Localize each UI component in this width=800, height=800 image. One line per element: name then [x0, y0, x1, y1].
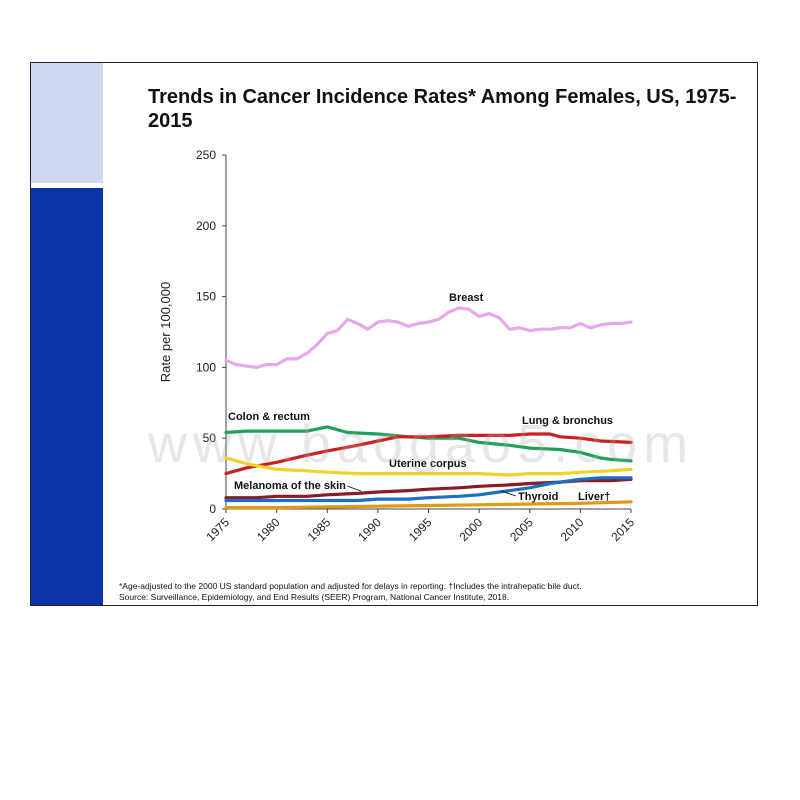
chart-footnote: *Age-adjusted to the 2000 US standard po… — [119, 581, 749, 603]
series-label-breast: Breast — [449, 292, 484, 304]
slide: Trends in Cancer Incidence Rates* Among … — [30, 62, 758, 606]
series-line-thyroid — [224, 476, 633, 503]
chart-series-labels: Breast Colon & rectum Lung & bronchus Uteri… — [228, 292, 613, 503]
melanoma-leader-line — [346, 485, 362, 492]
series-label-melanoma: Melanoma of the skin — [234, 480, 346, 492]
source-line: Source: Surveillance, Epidemiology, and … — [119, 592, 510, 602]
x-tick-label: 1995 — [406, 515, 435, 544]
x-tick-label: 2015 — [608, 515, 637, 544]
y-tick-label: 150 — [196, 290, 216, 304]
y-tick-label: 50 — [203, 431, 217, 445]
series-line-uterine-corpus — [224, 456, 633, 477]
x-tick-label: 1980 — [254, 515, 283, 544]
series-line-colon-rectum — [224, 425, 633, 463]
y-tick-label: 200 — [196, 219, 216, 233]
line-chart: 0 50 100 150 200 250 1975 1980 1985 1990 1995 2000 2… — [158, 148, 637, 544]
chart-series — [224, 306, 633, 510]
series-line-lung-bronchus — [224, 432, 633, 476]
chart-axes: 0 50 100 150 200 250 1975 1980 1985 1990 1995 2000 2… — [158, 148, 637, 544]
y-tick-label: 250 — [196, 148, 216, 162]
x-tick-label: 1985 — [305, 515, 334, 544]
y-axis-label: Rate per 100,000 — [158, 282, 173, 382]
x-tick-label: 2005 — [507, 515, 536, 544]
thyroid-leader-line — [500, 490, 517, 497]
y-tick-label: 100 — [196, 360, 216, 374]
x-tick-label: 2010 — [558, 515, 587, 544]
x-tick-label: 2000 — [456, 515, 485, 544]
series-label-colon-rectum: Colon & rectum — [228, 411, 310, 423]
series-line-liver — [224, 500, 633, 510]
series-label-uterine-corpus: Uterine corpus — [389, 458, 467, 470]
x-tick-label: 1990 — [355, 515, 384, 544]
chart-title: Trends in Cancer Incidence Rates* Among … — [148, 86, 737, 132]
series-label-lung-bronchus: Lung & bronchus — [522, 415, 613, 427]
footnote-line: *Age-adjusted to the 2000 US standard po… — [119, 581, 582, 591]
series-label-liver: Liver† — [578, 491, 610, 503]
slide-accent-dark — [31, 188, 103, 605]
series-label-thyroid: Thyroid — [518, 491, 558, 503]
y-tick-label: 0 — [209, 502, 216, 516]
x-tick-label: 1975 — [203, 515, 232, 544]
series-line-breast — [224, 306, 633, 369]
slide-accent-light — [31, 63, 103, 183]
